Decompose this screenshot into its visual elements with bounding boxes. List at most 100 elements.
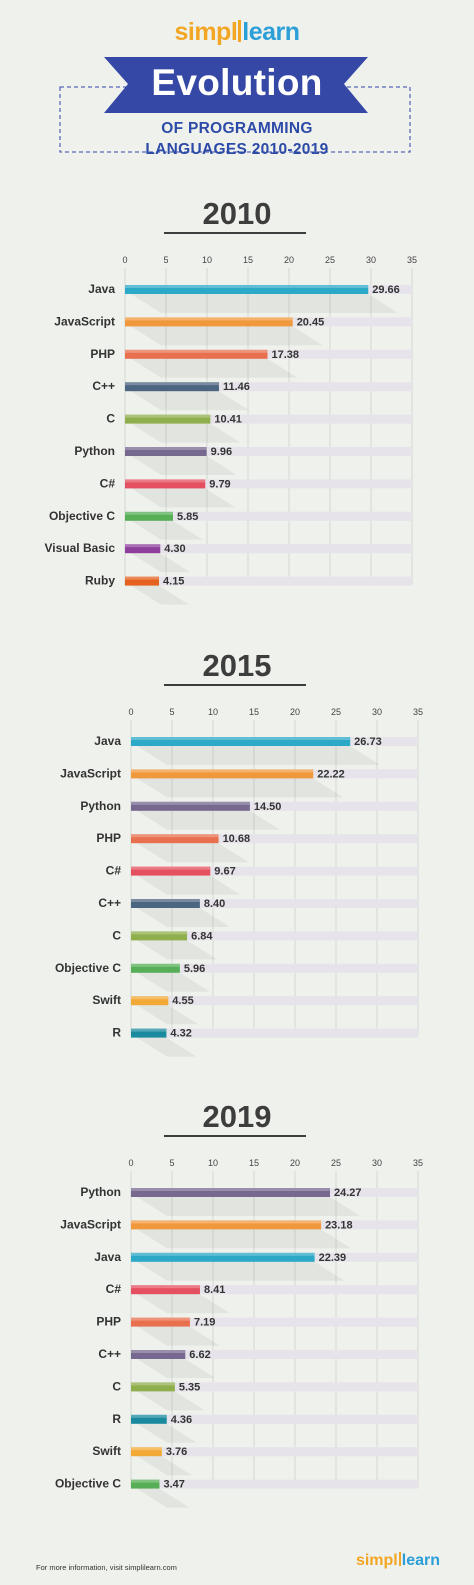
category-label: C++ <box>92 379 115 393</box>
category-label: C <box>112 928 121 942</box>
bar-shadow <box>131 326 323 346</box>
bar-track <box>131 801 418 811</box>
bar-shadow <box>137 1359 216 1378</box>
category-label: Python <box>74 444 115 458</box>
value-label: 4.55 <box>172 995 193 1007</box>
category-label: C# <box>106 1282 122 1296</box>
subtitle-line-1: OF PROGRAMMING <box>161 120 313 137</box>
category-label: Java <box>88 282 115 296</box>
bar <box>131 769 314 779</box>
category-label: PHP <box>96 1315 121 1329</box>
bar-shadow <box>137 778 344 798</box>
x-tick-label: 30 <box>366 255 376 265</box>
bar-shadow <box>137 1197 361 1216</box>
bar-highlight <box>131 1382 175 1386</box>
value-label: 20.45 <box>297 316 325 328</box>
x-tick-label: 35 <box>407 255 417 265</box>
x-tick-label: 35 <box>413 707 423 717</box>
value-label: 6.84 <box>191 930 213 942</box>
bar <box>131 1188 331 1197</box>
value-label: 8.40 <box>204 898 225 910</box>
bar <box>131 1414 167 1424</box>
bar <box>125 382 219 392</box>
category-label: R <box>112 1026 121 1040</box>
x-tick-label: 30 <box>372 707 382 717</box>
bar-highlight <box>125 349 268 353</box>
bar-shadow <box>137 940 218 960</box>
category-label: R <box>112 1412 121 1426</box>
footer-note: For more information, visit simplilearn.… <box>36 1563 177 1572</box>
value-label: 22.22 <box>317 768 345 780</box>
bar-track <box>131 1479 418 1489</box>
header-banner <box>59 57 411 153</box>
bar-shadow <box>137 1423 197 1443</box>
bar <box>131 1252 315 1262</box>
bar-highlight <box>125 414 211 418</box>
x-tick-label: 10 <box>202 255 212 265</box>
x-tick-label: 5 <box>169 707 174 717</box>
brand-logo: simpl learn <box>0 18 474 47</box>
category-label: JavaScript <box>60 1217 121 1231</box>
category-label: JavaScript <box>54 314 115 328</box>
chart-2010: 2010 0 5 10 15 20 25 30 35 Java 29.66 JavaScript 20.… <box>45 196 417 605</box>
bar-highlight <box>125 382 219 386</box>
bar-track <box>131 1447 418 1457</box>
value-label: 7.19 <box>194 1317 215 1329</box>
value-label: 4.32 <box>170 1028 191 1040</box>
bar-track <box>125 544 412 554</box>
bar-highlight <box>125 317 293 321</box>
bar-shadow <box>131 553 191 573</box>
banner-ribbon <box>104 57 368 113</box>
x-tick-label: 20 <box>290 707 300 717</box>
bar-shadow <box>137 843 249 863</box>
page-title: Evolution <box>151 62 323 103</box>
bar-shadow <box>137 1229 352 1249</box>
bar <box>131 996 169 1006</box>
value-label: 29.66 <box>372 284 400 296</box>
bar-track <box>131 963 418 973</box>
bar-track <box>125 382 412 392</box>
bar <box>131 1028 167 1038</box>
bar-track <box>125 447 412 456</box>
bar-highlight <box>125 511 173 515</box>
x-tick-label: 35 <box>413 1158 423 1168</box>
bar <box>125 447 207 456</box>
bar-shadow <box>137 1261 345 1281</box>
bar <box>131 1220 322 1230</box>
bar <box>131 1317 190 1327</box>
bar-track <box>131 931 418 941</box>
chart-2015: 2015 0 5 10 15 20 25 30 35 Java 26.73 JavaScript 22.… <box>55 648 423 1057</box>
bar <box>131 866 211 876</box>
bar-track <box>125 479 412 489</box>
x-tick-label: 10 <box>208 707 218 717</box>
category-label: C <box>112 1379 121 1393</box>
bar-highlight <box>131 899 200 902</box>
bar <box>125 576 160 586</box>
bar-track <box>131 1285 418 1295</box>
bar-shadow <box>137 1326 220 1346</box>
category-label: C# <box>106 864 122 878</box>
value-label: 23.18 <box>325 1219 353 1231</box>
bar-highlight <box>131 1447 162 1451</box>
chart-title: 2019 <box>203 1099 272 1134</box>
value-label: 9.79 <box>209 478 230 490</box>
category-label: Swift <box>92 993 121 1007</box>
bar-track <box>131 899 418 908</box>
category-label: Python <box>80 799 121 813</box>
footer-logo-mark <box>398 1552 401 1566</box>
value-label: 4.15 <box>163 576 184 588</box>
bar-shadow <box>131 520 203 540</box>
bar-highlight <box>131 931 188 935</box>
bar-shadow <box>131 358 298 378</box>
chart-title-rule <box>164 1135 306 1137</box>
bar-shadow <box>131 423 241 443</box>
bar-track <box>125 414 412 424</box>
x-tick-label: 15 <box>243 255 253 265</box>
value-label: 26.73 <box>354 736 382 748</box>
value-label: 10.68 <box>223 833 251 845</box>
bar-shadow <box>137 1005 199 1025</box>
bar-track <box>125 511 412 521</box>
subtitle-line-2: LANGUAGES 2010-2019 <box>145 141 329 158</box>
footer-brand-part2: learn <box>401 1552 440 1569</box>
bar-shadow <box>137 746 381 765</box>
